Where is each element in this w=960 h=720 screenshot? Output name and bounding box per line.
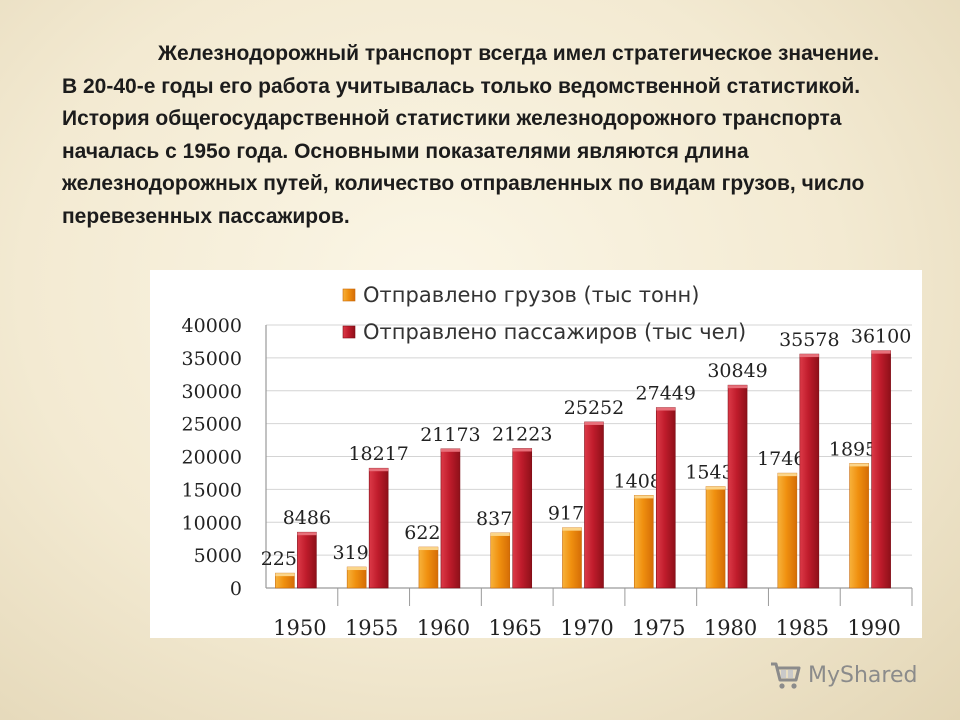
y-tick-label: 25000 — [182, 414, 242, 436]
data-label-cargo: 6229 — [404, 522, 452, 544]
legend-swatch-cargo — [342, 288, 356, 302]
y-tick-label: 20000 — [182, 447, 242, 469]
legend-swatch-passengers — [342, 325, 356, 339]
legend-label-passengers: Отправлено пассажиров (тыс чел) — [363, 320, 746, 344]
data-label-passengers: 36100 — [851, 326, 911, 348]
data-label-cargo: 3190 — [332, 542, 380, 564]
y-tick-label: 35000 — [182, 348, 242, 370]
data-label-cargo: 2259 — [261, 548, 309, 570]
data-label-passengers: 8486 — [283, 507, 331, 529]
bar-cargo — [777, 472, 798, 589]
bar-cargo-cap — [634, 495, 654, 499]
bar-passengers-cap — [799, 354, 819, 358]
bar-cargo-cap — [777, 473, 797, 477]
y-tick-label: 40000 — [182, 315, 242, 337]
bar-passengers-cap — [656, 407, 676, 411]
watermark: MyShared — [768, 658, 917, 692]
bar-passengers-cap — [512, 448, 532, 452]
cart-icon — [771, 662, 801, 689]
x-tick-label: 1970 — [560, 616, 613, 638]
data-label-cargo: 9176 — [548, 503, 596, 525]
bar-passengers — [655, 407, 676, 589]
bar-passengers-cap — [728, 385, 748, 389]
bar-cargo-cap — [347, 567, 367, 571]
bar-passengers — [799, 353, 820, 589]
bar-cargo-cap — [490, 532, 510, 536]
bar-passengers — [871, 350, 891, 589]
bar-chart: 0 5000 10000 15000 20000 25000 30000 35000 40000… — [182, 283, 913, 638]
x-tick-label: 1990 — [847, 616, 900, 638]
data-label-passengers: 25252 — [564, 397, 624, 419]
bar-passengers-cap — [871, 350, 891, 354]
bar-cargo — [418, 546, 439, 589]
y-tick-label: 15000 — [182, 479, 242, 501]
data-label-passengers: 18217 — [348, 443, 408, 465]
bar-passengers — [368, 467, 389, 589]
bar-cargo — [562, 527, 582, 589]
bar-cargo-cap — [418, 547, 438, 551]
bar-passengers-cap — [297, 532, 317, 536]
data-label-passengers: 30849 — [707, 360, 767, 382]
bar-cargo-cap — [562, 527, 582, 531]
y-tick-label: 0 — [230, 578, 242, 600]
bar-cargo-cap — [849, 463, 869, 467]
bar-cargo — [633, 495, 654, 589]
x-tick-label: 1965 — [488, 616, 541, 638]
bar-cargo — [346, 566, 367, 589]
data-label-passengers: 27449 — [636, 383, 696, 405]
bar-passengers-cap — [584, 421, 604, 425]
bar-cargo — [490, 532, 511, 589]
legend-label-cargo: Отправлено грузов (тыс тонн) — [363, 283, 699, 307]
x-tick-label: 1950 — [273, 616, 326, 638]
data-label-passengers: 35578 — [779, 329, 839, 351]
bar-passengers — [584, 421, 604, 589]
x-tick-label: 1975 — [632, 616, 685, 638]
slide-paragraph: Железнодорожный транспорт всегда имел ст… — [62, 42, 880, 228]
bar-cargo-cap — [275, 573, 295, 577]
y-tick-label: 30000 — [182, 381, 242, 403]
bar-passengers-cap — [440, 448, 460, 452]
bar-cargo — [705, 486, 726, 589]
y-tick-label: 10000 — [182, 512, 242, 534]
data-label-cargo: 8374 — [476, 508, 524, 530]
data-label-passengers: 21173 — [420, 424, 480, 446]
bar-cargo — [849, 463, 869, 589]
x-tick-label: 1980 — [704, 616, 757, 638]
bar-passengers-cap — [369, 468, 389, 472]
bar-passengers — [297, 531, 317, 589]
data-label-passengers: 21223 — [492, 423, 552, 445]
watermark-brand: MyShared — [808, 662, 918, 688]
bar-cargo-cap — [706, 486, 726, 490]
bar-passengers — [440, 448, 461, 589]
x-tick-label: 1955 — [345, 616, 398, 638]
x-tick-label: 1985 — [776, 616, 829, 638]
bar-passengers — [512, 448, 533, 589]
chart-panel: 0 5000 10000 15000 20000 25000 30000 35000 40000… — [150, 270, 922, 638]
y-tick-label: 5000 — [194, 545, 242, 567]
bar-passengers — [727, 384, 748, 589]
x-tick-label: 1960 — [417, 616, 470, 638]
